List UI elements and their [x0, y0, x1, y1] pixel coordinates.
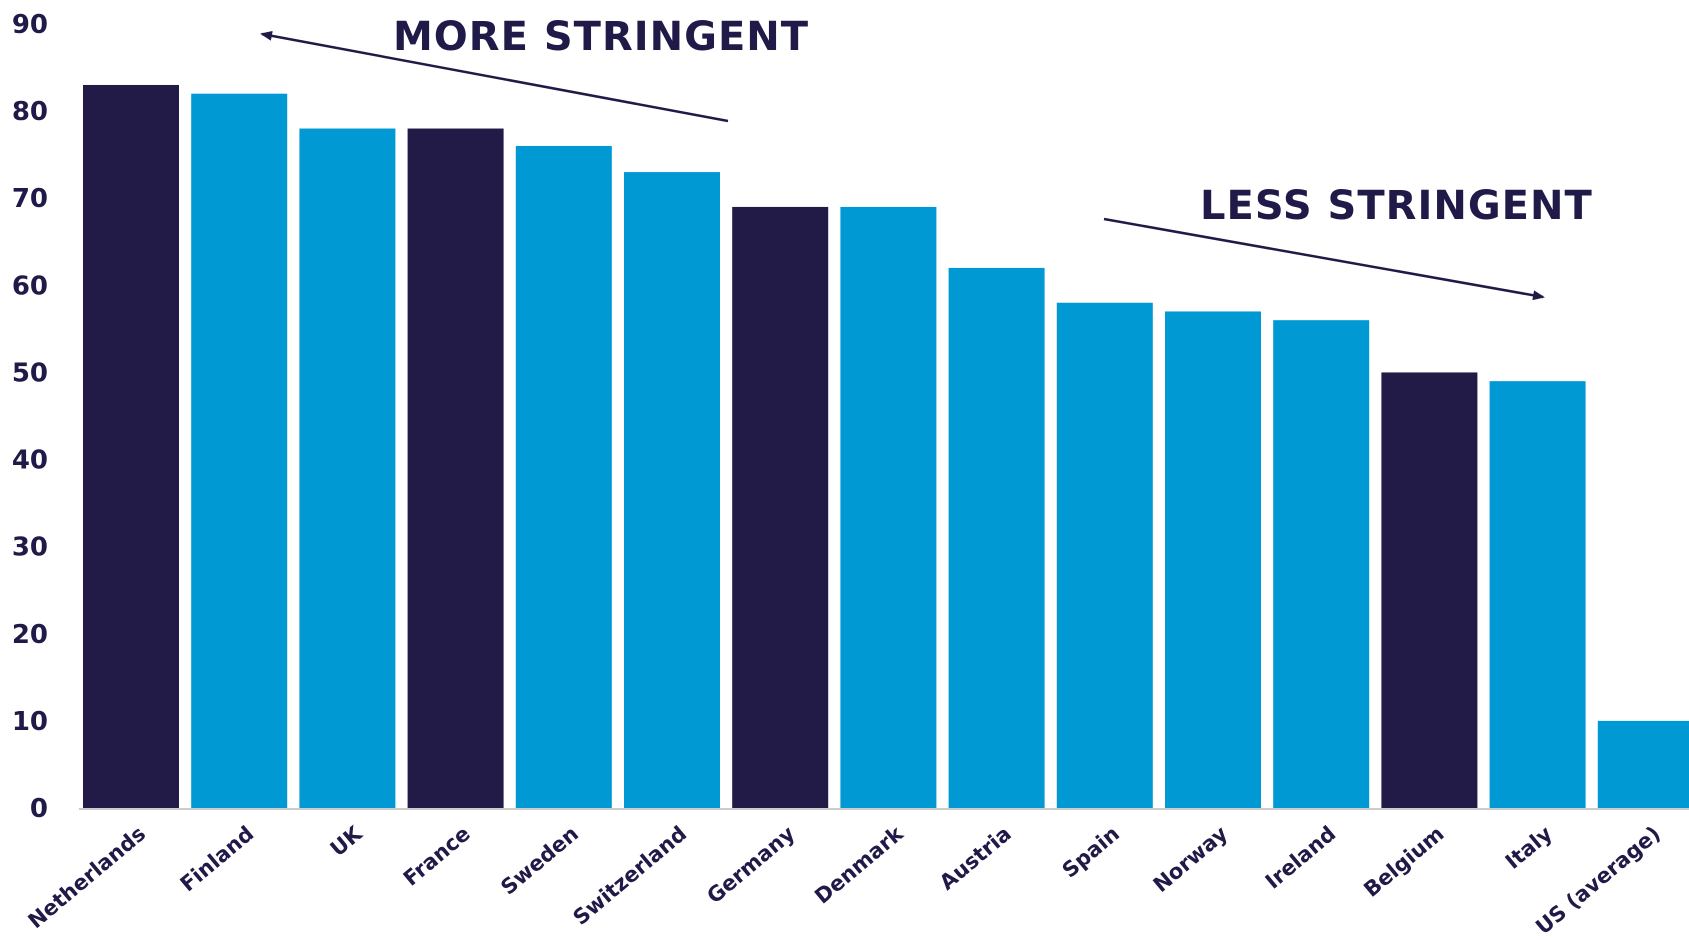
bar	[1165, 311, 1261, 808]
less-stringent-label: LESS STRINGENT	[1200, 183, 1593, 229]
x-tick-label: France	[399, 821, 475, 890]
x-tick-label: Germany	[702, 821, 799, 908]
bar	[1056, 302, 1153, 808]
bar	[515, 145, 612, 808]
y-tick-label: 0	[30, 794, 48, 824]
bar	[624, 172, 720, 809]
x-tick-label: Austria	[935, 821, 1016, 894]
y-tick-label: 70	[12, 184, 48, 214]
x-tick-label: Italy	[1501, 821, 1557, 874]
x-tick-label: Finland	[176, 821, 259, 896]
y-tick-label: 40	[12, 446, 48, 476]
y-axis: 0 10 20 30 40 50 60 70 80 90	[12, 10, 48, 824]
bar	[407, 128, 504, 809]
bar	[732, 206, 829, 808]
y-tick-label: 80	[12, 97, 48, 127]
x-tick-label: Sweden	[496, 821, 583, 899]
bars	[83, 84, 1689, 809]
x-tick-label: Denmark	[810, 821, 908, 909]
more-stringent-arrow	[260, 30, 729, 123]
y-tick-label: 50	[12, 358, 48, 388]
y-tick-label: 20	[12, 620, 48, 650]
bar	[1273, 320, 1370, 808]
less-stringent-annotation: LESS STRINGENT	[1103, 183, 1593, 301]
bar	[1381, 372, 1478, 808]
y-tick-label: 10	[12, 707, 48, 737]
x-tick-label: Ireland	[1261, 821, 1341, 893]
y-tick-label: 30	[12, 533, 48, 563]
x-tick-label: Spain	[1058, 821, 1124, 882]
bar	[299, 128, 396, 809]
x-tick-label: Netherlands	[24, 821, 151, 933]
more-stringent-annotation: MORE STRINGENT	[260, 14, 809, 123]
more-stringent-label: MORE STRINGENT	[393, 14, 809, 60]
bar	[1489, 381, 1586, 808]
x-tick-label: UK	[326, 821, 368, 861]
x-tick-label: Norway	[1149, 821, 1233, 897]
bar	[840, 206, 937, 808]
x-tick-label: Belgium	[1359, 821, 1448, 901]
bar	[948, 267, 1045, 808]
y-tick-label: 60	[12, 271, 48, 301]
x-axis-labels: Netherlands Finland UK France SwedenSwitzerl…	[24, 821, 1666, 939]
bar	[83, 84, 179, 808]
bar	[1597, 720, 1689, 808]
bar	[191, 93, 288, 808]
less-stringent-arrow	[1103, 217, 1545, 301]
x-tick-label: Switzerland	[569, 821, 692, 929]
y-tick-label: 90	[12, 10, 48, 40]
